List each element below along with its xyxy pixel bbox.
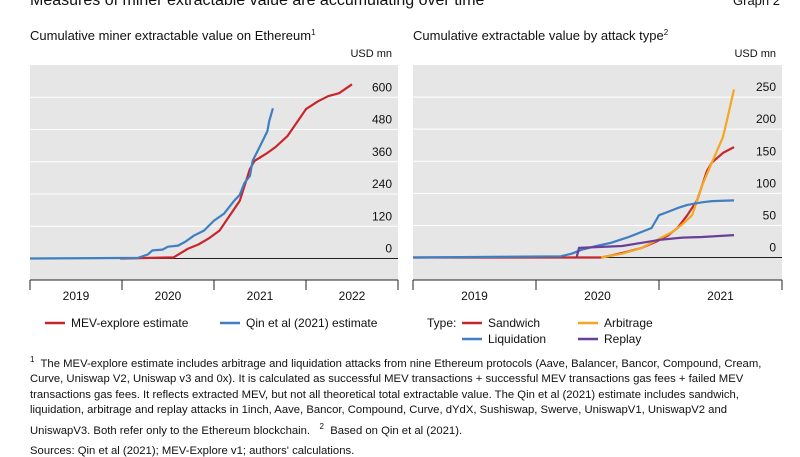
y-tick-label: 0 xyxy=(769,241,776,255)
plot-area xyxy=(413,65,782,280)
y-tick-label: 50 xyxy=(763,208,777,222)
x-tick-label: 2021 xyxy=(247,289,274,303)
y-tick-label: 240 xyxy=(372,177,392,191)
x-tick-label: 2022 xyxy=(339,289,366,303)
plot-area xyxy=(30,65,398,280)
source: Sources: Qin et al (2021); MEV-Explore v… xyxy=(30,445,355,457)
series-line xyxy=(412,199,735,259)
y-tick-label: 100 xyxy=(756,176,776,190)
legend-label: MEV-explore estimate xyxy=(71,316,189,330)
graph-number: Graph 2 xyxy=(733,0,780,8)
footnote-text: Based on Qin et al (2021). xyxy=(330,424,463,437)
x-tick-label: 2019 xyxy=(63,289,90,303)
y-tick-label: 480 xyxy=(372,113,392,127)
y-tick-label: 600 xyxy=(372,80,392,94)
legend-title: Type: xyxy=(427,316,456,330)
x-tick-label: 2020 xyxy=(155,289,182,303)
page-title: Measures of miner extractable value are … xyxy=(30,0,485,9)
chart-title-note: 2 xyxy=(664,28,669,37)
y-tick-label: 250 xyxy=(756,80,776,94)
legend-label: Replay xyxy=(604,332,641,346)
y-tick-label: 120 xyxy=(372,209,392,223)
x-tick-label: 2021 xyxy=(707,289,734,303)
footnote-mark: 2 xyxy=(319,421,324,431)
series-line xyxy=(575,234,735,258)
x-tick-label: 2020 xyxy=(584,289,611,303)
chart-title: Cumulative miner extractable value on Et… xyxy=(30,28,316,43)
chart-title-note: 1 xyxy=(311,28,316,37)
legend-label: Qin et al (2021) estimate xyxy=(246,316,378,330)
y-tick-label: 150 xyxy=(756,144,776,158)
series-line xyxy=(601,89,736,259)
legend-label: Sandwich xyxy=(488,316,540,330)
y-tick-label: 0 xyxy=(385,242,392,256)
footnotes: 1 The MEV-explore estimate includes arbi… xyxy=(30,352,782,439)
y-tick-label: 200 xyxy=(756,112,776,126)
series-line xyxy=(29,107,274,260)
y-tick-label: 360 xyxy=(372,145,392,159)
chart-title-text: Cumulative miner extractable value on Et… xyxy=(30,28,311,43)
y-unit: USD mn xyxy=(734,48,776,60)
legend-label: Liquidation xyxy=(488,332,546,346)
footnote-mark: 1 xyxy=(30,355,35,364)
x-tick-label: 2019 xyxy=(461,289,488,303)
y-unit: USD mn xyxy=(350,48,392,60)
series-line xyxy=(120,83,353,260)
footnote-text: The MEV-explore estimate includes arbitr… xyxy=(30,357,762,437)
chart-title-text: Cumulative extractable value by attack t… xyxy=(413,28,664,43)
legend-label: Arbitrage xyxy=(604,316,653,330)
chart-title: Cumulative extractable value by attack t… xyxy=(413,28,669,43)
